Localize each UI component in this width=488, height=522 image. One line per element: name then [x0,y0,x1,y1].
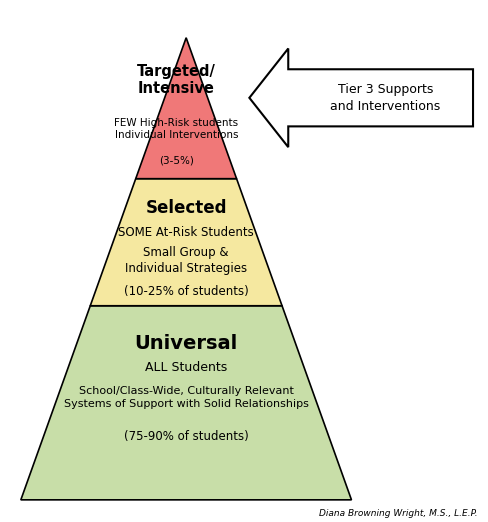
Text: (3-5%): (3-5%) [159,155,193,165]
Text: SOME At-Risk Students: SOME At-Risk Students [118,227,253,240]
Text: Diana Browning Wright, M.S., L.E.P.: Diana Browning Wright, M.S., L.E.P. [319,509,477,518]
Polygon shape [90,179,282,306]
Text: Small Group &
Individual Strategies: Small Group & Individual Strategies [125,246,247,275]
Text: (10-25% of students): (10-25% of students) [123,285,248,298]
Text: Targeted/
Intensive: Targeted/ Intensive [137,64,215,96]
Text: Universal: Universal [134,334,237,352]
Text: Selected: Selected [145,199,226,218]
Polygon shape [21,306,351,500]
Text: FEW High-Risk students
Individual Interventions: FEW High-Risk students Individual Interv… [114,118,238,140]
Text: (75-90% of students): (75-90% of students) [123,430,248,443]
Text: School/Class-Wide, Culturally Relevant
Systems of Support with Solid Relationshi: School/Class-Wide, Culturally Relevant S… [63,386,308,409]
Polygon shape [136,38,236,179]
Text: ALL Students: ALL Students [145,361,227,374]
Text: Tier 3 Supports
and Interventions: Tier 3 Supports and Interventions [330,83,440,113]
Polygon shape [249,49,472,147]
